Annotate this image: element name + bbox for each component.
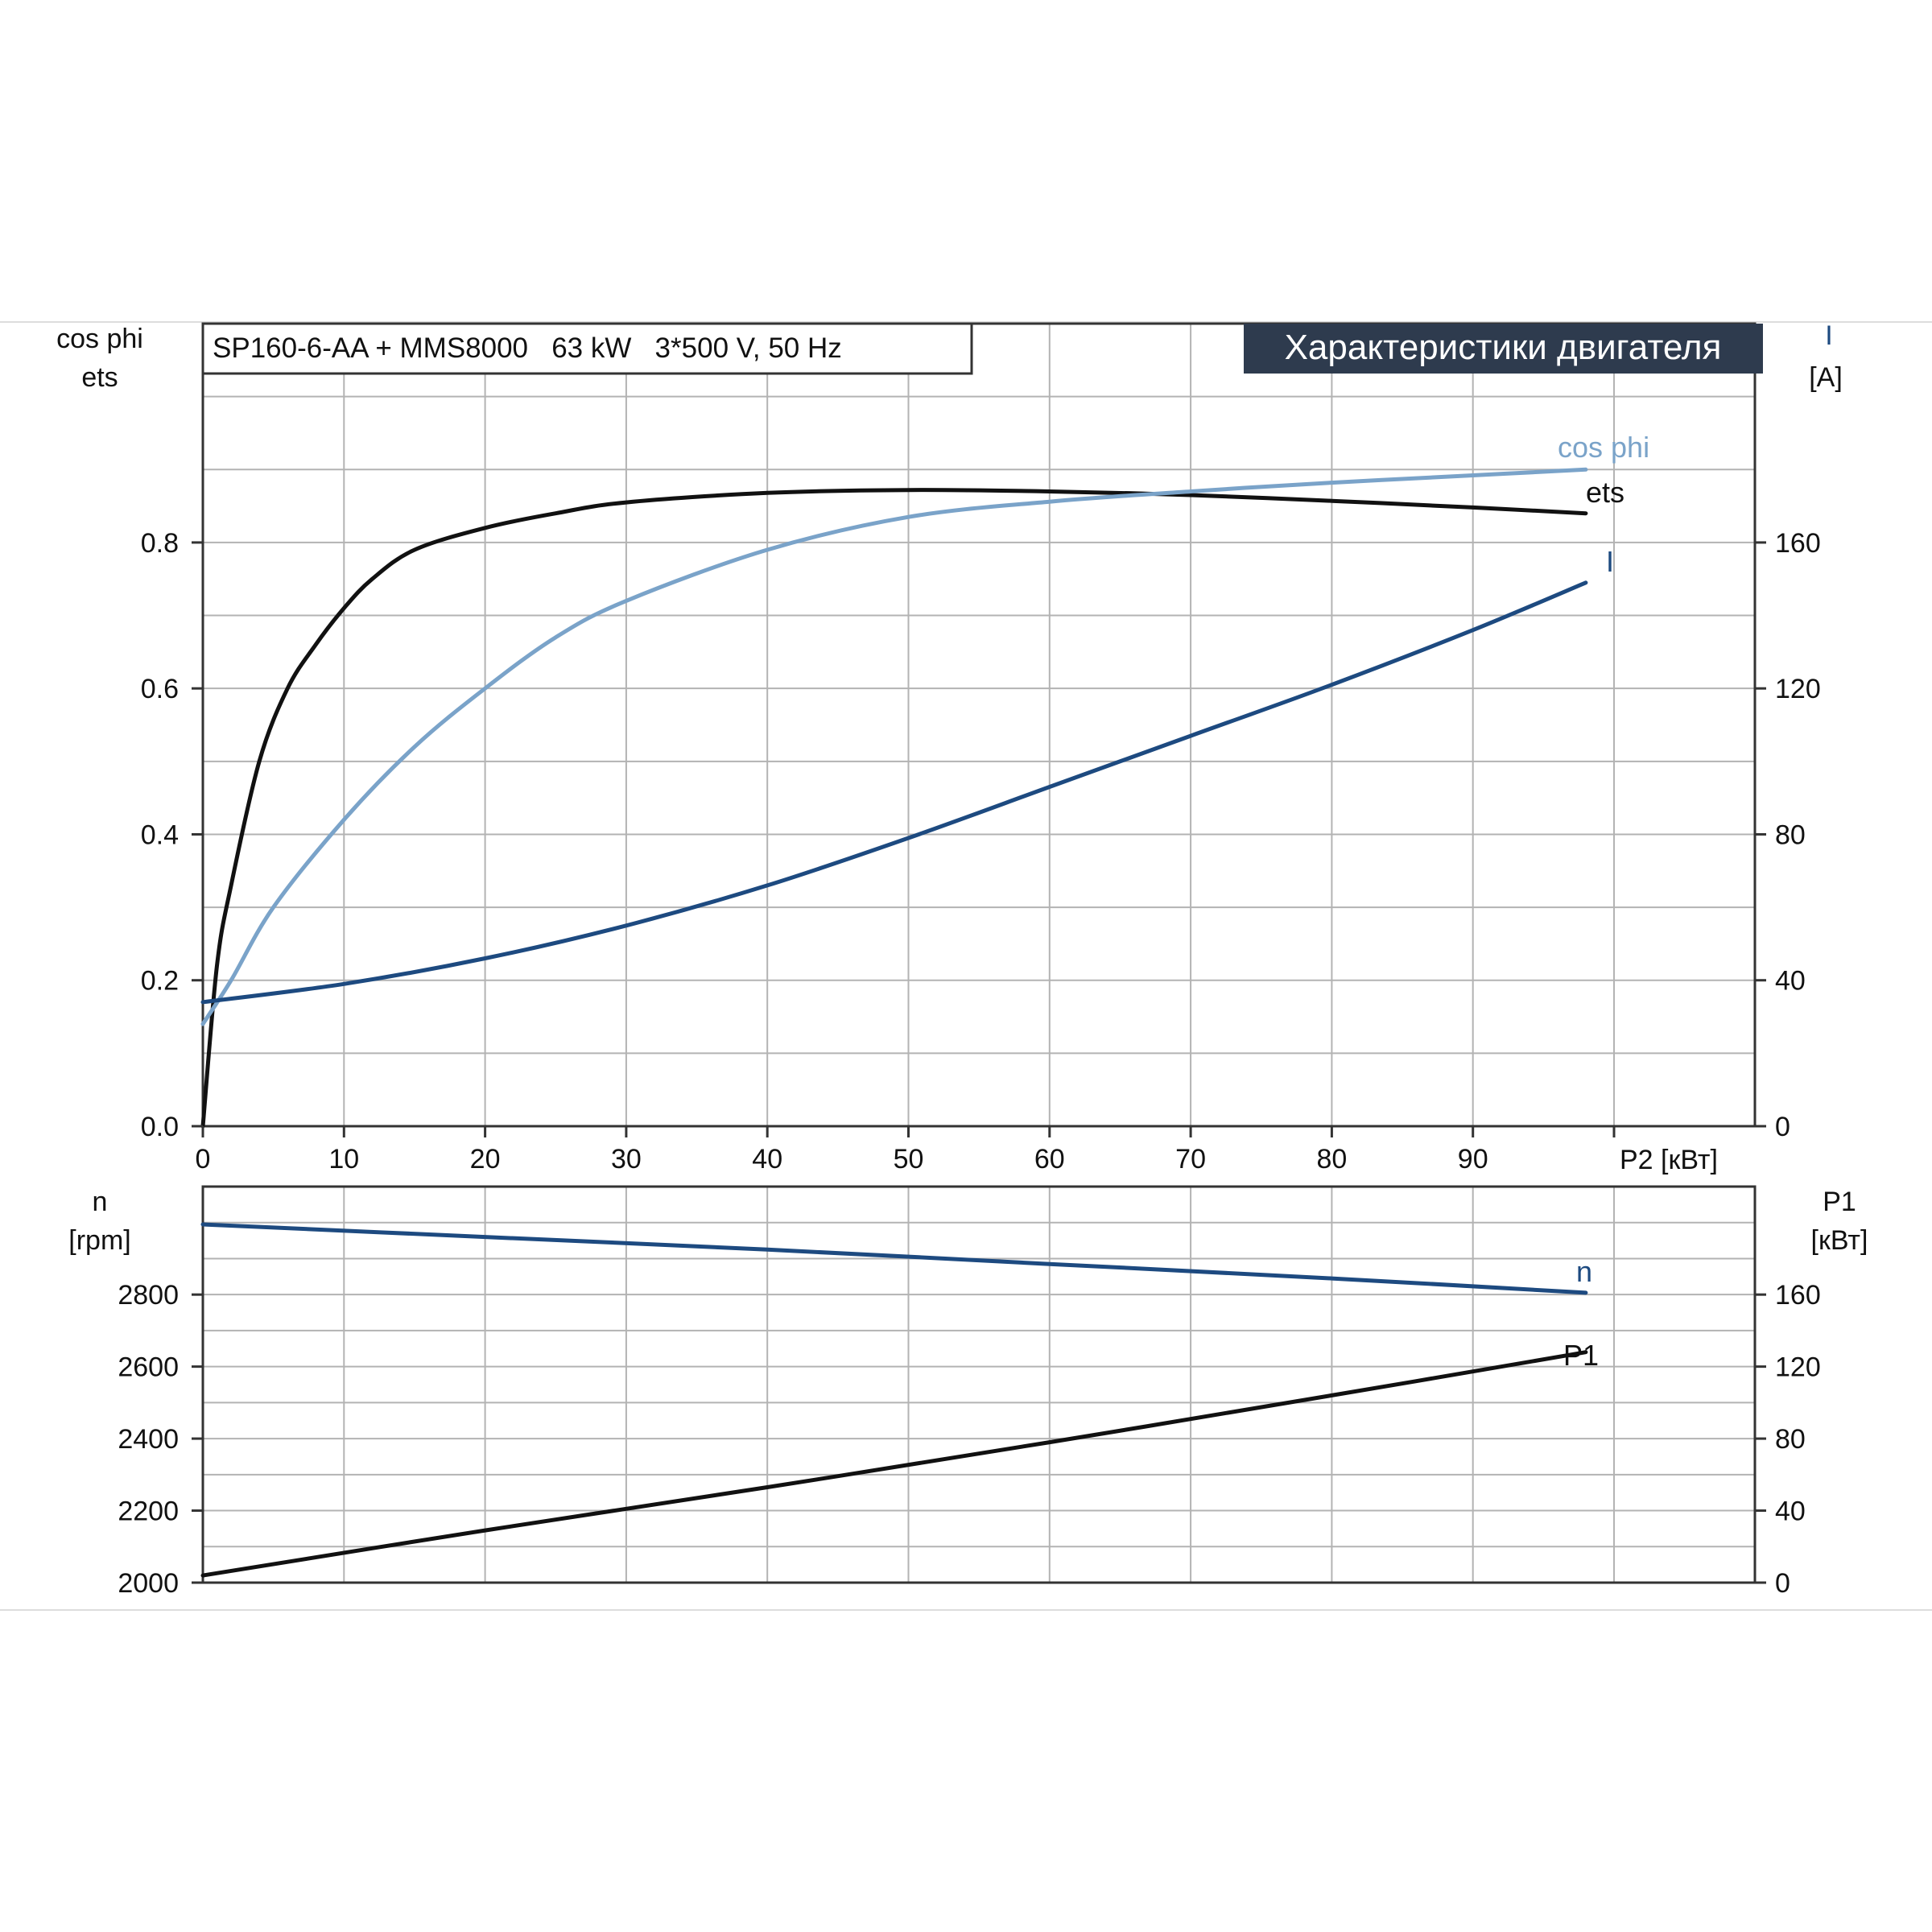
y-left-tick-label: 0.8	[141, 528, 179, 559]
y-left-tick-label: 2400	[118, 1424, 179, 1455]
x-tick-label: 20	[470, 1144, 501, 1174]
y-right-tick-label: 0	[1775, 1112, 1790, 1142]
x-tick-label: 40	[752, 1144, 782, 1174]
title-badge-text: Характеристики двигателя	[1285, 328, 1722, 367]
x-tick-label: 80	[1316, 1144, 1347, 1174]
upper-curves	[200, 467, 1588, 1129]
series-line-cos-phi	[200, 467, 1588, 1026]
y-left-tick-label: 0.2	[141, 966, 179, 997]
y-right-tick-label: 80	[1775, 1424, 1806, 1455]
y-left-tick-label: 0.4	[141, 819, 179, 850]
y-left-tick-label: 0.0	[141, 1112, 179, 1142]
y-right-tick-label: 40	[1775, 1496, 1806, 1527]
lower-right-axis-title-1: P1	[1823, 1187, 1856, 1217]
lower-grid	[203, 1187, 1755, 1583]
series-line-P1	[200, 1350, 1588, 1578]
y-left-tick-label: 0.6	[141, 674, 179, 704]
x-tick-label: 0	[196, 1144, 211, 1174]
x-tick-label: 70	[1175, 1144, 1206, 1174]
left-axis-title-1: cos phi	[56, 324, 143, 354]
lower-ticks: 2000 2200 2400 2600 2800 0 40 80 120 160	[118, 1280, 1820, 1599]
right-axis-title-1: I	[1825, 320, 1832, 351]
x-tick-label: 10	[328, 1144, 359, 1174]
title-badge	[1244, 324, 1763, 374]
lower-left-axis-title-1: n	[93, 1187, 108, 1217]
series-label-ets: ets	[1586, 476, 1624, 509]
x-tick-label: 50	[894, 1144, 924, 1174]
y-right-tick-label: 120	[1775, 1352, 1821, 1383]
y-right-tick-label: 160	[1775, 528, 1821, 559]
series-label-i: I	[1606, 545, 1614, 578]
upper-frame	[201, 322, 1757, 1128]
y-right-tick-label: 120	[1775, 674, 1821, 704]
y-right-tick-label: 80	[1775, 819, 1806, 850]
y-left-tick-label: 2800	[118, 1280, 179, 1311]
upper-grid	[203, 324, 1755, 1126]
series-line-I	[200, 580, 1588, 1005]
series-label-p1: P1	[1563, 1339, 1599, 1372]
right-axis-title-2: [A]	[1809, 362, 1843, 393]
left-axis-title-2: ets	[81, 362, 118, 393]
x-tick-label: 90	[1458, 1144, 1488, 1174]
series-line-n	[200, 1222, 1588, 1295]
model-label-box	[201, 322, 973, 375]
lower-frame	[201, 1185, 1757, 1584]
series-label-cos-phi: cos phi	[1558, 431, 1649, 464]
lower-left-axis-title-2: [rpm]	[68, 1225, 130, 1256]
upper-panel: 0.0 0.2 0.4 0.6 0.8 0 40 80 120 160 0 10 20 30 40 50 60 7…	[56, 320, 1843, 1175]
y-left-tick-label: 2200	[118, 1496, 179, 1527]
x-tick-label: 30	[611, 1144, 642, 1174]
upper-ticks: 0.0 0.2 0.4 0.6 0.8 0 40 80 120 160 0 10 20 30 40 50 60 7…	[141, 528, 1821, 1174]
y-left-tick-label: 2600	[118, 1352, 179, 1383]
y-right-tick-label: 160	[1775, 1280, 1821, 1311]
x-axis-title: P2 [кВт]	[1620, 1145, 1718, 1175]
y-right-tick-label: 0	[1775, 1568, 1790, 1599]
x-tick-label: 60	[1034, 1144, 1065, 1174]
series-label-n: n	[1576, 1255, 1592, 1288]
series-line-ets	[200, 488, 1588, 1129]
y-right-tick-label: 40	[1775, 966, 1806, 997]
model-label: SP160-6-AA + MMS8000 63 kW 3*500 V, 50 H…	[213, 332, 842, 364]
lower-right-axis-title-2: [кВт]	[1811, 1225, 1868, 1256]
lower-curves	[200, 1222, 1588, 1578]
y-left-tick-label: 2000	[118, 1568, 179, 1599]
